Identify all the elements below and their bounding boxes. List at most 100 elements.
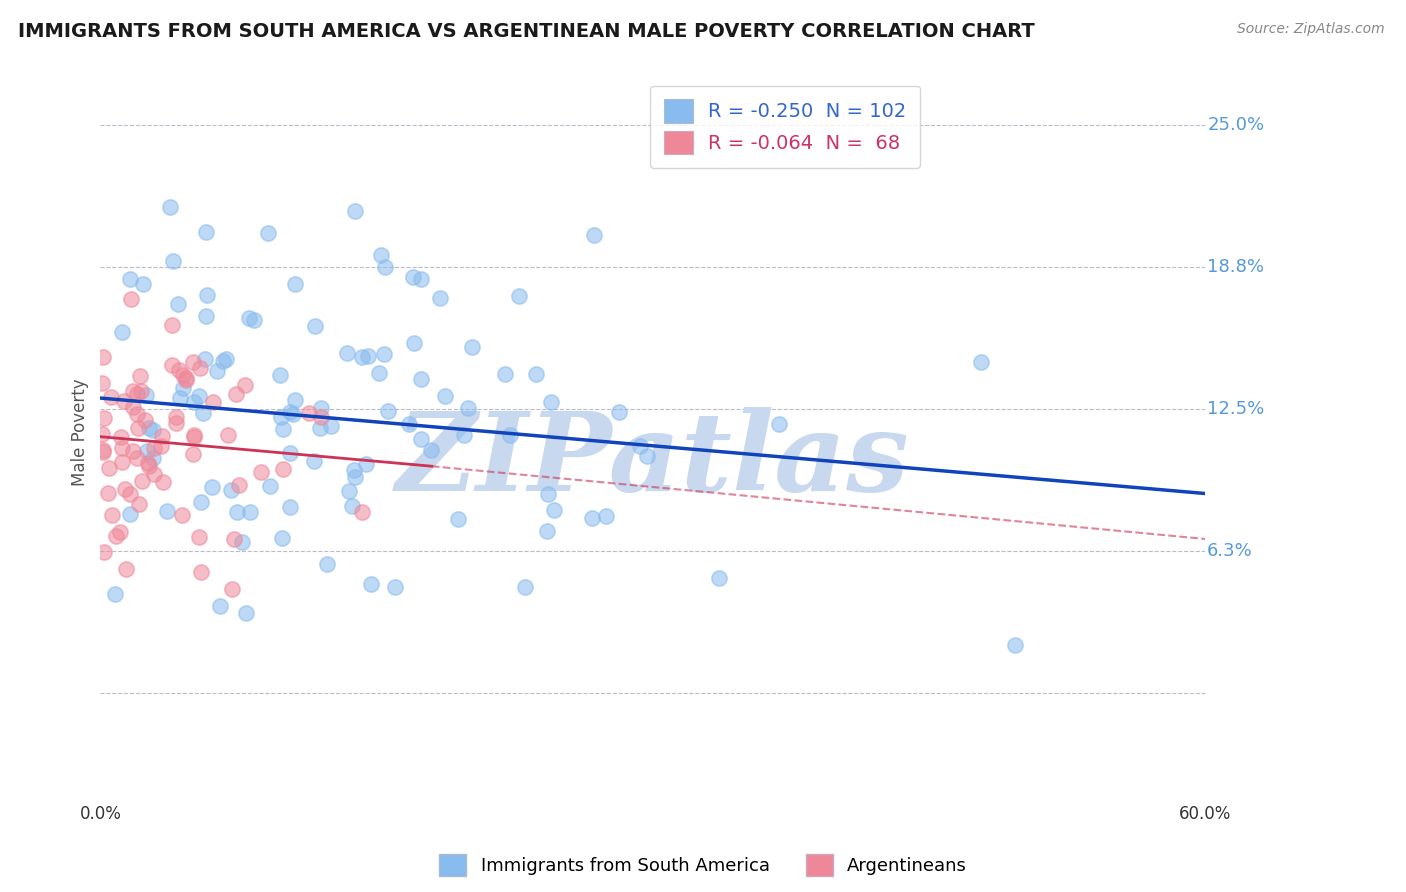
Point xyxy=(162,254,184,268)
Point xyxy=(135,388,157,402)
Point xyxy=(270,409,292,424)
Point xyxy=(190,495,212,509)
Legend: R = -0.250  N = 102, R = -0.064  N =  68: R = -0.250 N = 102, R = -0.064 N = 68 xyxy=(650,86,921,168)
Point xyxy=(101,508,124,523)
Point xyxy=(165,409,187,424)
Point xyxy=(342,463,364,477)
Point xyxy=(231,535,253,549)
Point xyxy=(595,508,617,523)
Point xyxy=(429,291,451,305)
Point xyxy=(311,401,333,415)
Point xyxy=(91,443,114,458)
Point xyxy=(536,524,558,538)
Point xyxy=(172,381,194,395)
Point xyxy=(194,309,217,323)
Point xyxy=(225,505,247,519)
Point xyxy=(211,354,233,368)
Point xyxy=(159,200,181,214)
Point xyxy=(156,504,179,518)
Point xyxy=(120,292,142,306)
Text: ZIPatlas: ZIPatlas xyxy=(395,408,910,515)
Point xyxy=(356,457,378,471)
Point xyxy=(201,394,224,409)
Text: 6.3%: 6.3% xyxy=(1208,542,1253,560)
Text: 12.5%: 12.5% xyxy=(1208,401,1264,418)
Point xyxy=(188,361,211,376)
Point xyxy=(304,318,326,333)
Text: IMMIGRANTS FROM SOUTH AMERICA VS ARGENTINEAN MALE POVERTY CORRELATION CHART: IMMIGRANTS FROM SOUTH AMERICA VS ARGENTI… xyxy=(18,22,1035,41)
Point xyxy=(174,371,197,385)
Point xyxy=(461,340,484,354)
Point xyxy=(224,533,246,547)
Point xyxy=(367,366,389,380)
Text: Source: ZipAtlas.com: Source: ZipAtlas.com xyxy=(1237,22,1385,37)
Point xyxy=(105,529,128,543)
Point xyxy=(225,387,247,401)
Point xyxy=(181,447,204,461)
Point xyxy=(409,372,432,386)
Point xyxy=(352,350,374,364)
Point xyxy=(118,507,141,521)
Point xyxy=(91,445,114,459)
Point xyxy=(515,580,537,594)
Point xyxy=(150,439,173,453)
Point xyxy=(195,287,218,301)
Point xyxy=(284,277,307,292)
Point xyxy=(108,524,131,539)
Point xyxy=(91,376,114,390)
Text: 25.0%: 25.0% xyxy=(1208,116,1264,135)
Point xyxy=(582,228,605,243)
Point xyxy=(111,441,134,455)
Point xyxy=(93,545,115,559)
Point xyxy=(121,384,143,398)
Point xyxy=(374,260,396,275)
Point xyxy=(239,505,262,519)
Point xyxy=(434,389,457,403)
Point xyxy=(537,487,560,501)
Point xyxy=(259,479,281,493)
Point xyxy=(636,449,658,463)
Point xyxy=(194,351,217,366)
Point xyxy=(284,393,307,408)
Point xyxy=(607,405,630,419)
Point xyxy=(228,478,250,492)
Point xyxy=(91,427,114,442)
Point xyxy=(278,500,301,514)
Point xyxy=(97,460,120,475)
Point xyxy=(377,404,399,418)
Point xyxy=(142,423,165,437)
Point xyxy=(398,417,420,432)
Point xyxy=(278,405,301,419)
Point xyxy=(242,313,264,327)
Point xyxy=(172,368,194,383)
Point xyxy=(370,248,392,262)
Point xyxy=(453,427,475,442)
Point xyxy=(411,433,433,447)
Point xyxy=(257,227,280,241)
Point xyxy=(187,530,209,544)
Point xyxy=(218,428,240,442)
Point xyxy=(340,499,363,513)
Point xyxy=(350,505,373,519)
Point xyxy=(357,349,380,363)
Legend: Immigrants from South America, Argentineans: Immigrants from South America, Argentine… xyxy=(432,847,974,883)
Point xyxy=(447,511,470,525)
Point xyxy=(319,419,342,434)
Point xyxy=(128,497,150,511)
Point xyxy=(524,367,547,381)
Point xyxy=(205,364,228,378)
Point xyxy=(160,318,183,332)
Point xyxy=(134,413,156,427)
Point xyxy=(457,401,479,416)
Point xyxy=(309,409,332,424)
Point xyxy=(160,358,183,372)
Point xyxy=(129,369,152,384)
Point xyxy=(249,465,271,479)
Point xyxy=(152,475,174,489)
Point xyxy=(104,587,127,601)
Point xyxy=(373,347,395,361)
Point xyxy=(316,557,339,571)
Point xyxy=(131,384,153,398)
Point xyxy=(337,483,360,498)
Point xyxy=(111,455,134,469)
